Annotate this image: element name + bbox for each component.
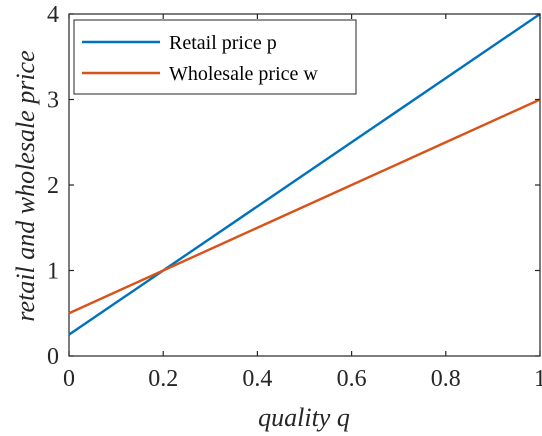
legend-entry-label: Retail price p [169, 32, 277, 54]
x-axis-label: quality q [258, 403, 350, 432]
series-layer [68, 13, 541, 336]
x-tick-label: 0.6 [337, 366, 367, 392]
y-axis-label: retail and wholesale price [11, 50, 40, 321]
y-tick-label: 4 [47, 2, 59, 28]
x-tick-label: 0 [63, 366, 75, 392]
legend: Retail price p Wholesale price w [73, 19, 357, 95]
ticks-layer: 0 0.2 0.4 0.6 0.8 1 0 1 2 3 4 [47, 2, 542, 392]
x-tick-label: 0.4 [242, 366, 272, 392]
series-line-retail-price [68, 13, 541, 336]
y-tick-label: 0 [47, 344, 59, 370]
legend-box [73, 19, 357, 95]
y-tick-label: 2 [47, 173, 59, 199]
y-tick-label: 3 [47, 88, 59, 114]
y-tick-label: 1 [47, 259, 59, 285]
series-line-wholesale-price [68, 98, 541, 315]
x-tick-label: 0.2 [148, 366, 178, 392]
x-tick-label: 0.8 [431, 366, 461, 392]
x-tick-label: 1 [534, 366, 542, 392]
legend-entry-label: Wholesale price w [169, 63, 318, 85]
